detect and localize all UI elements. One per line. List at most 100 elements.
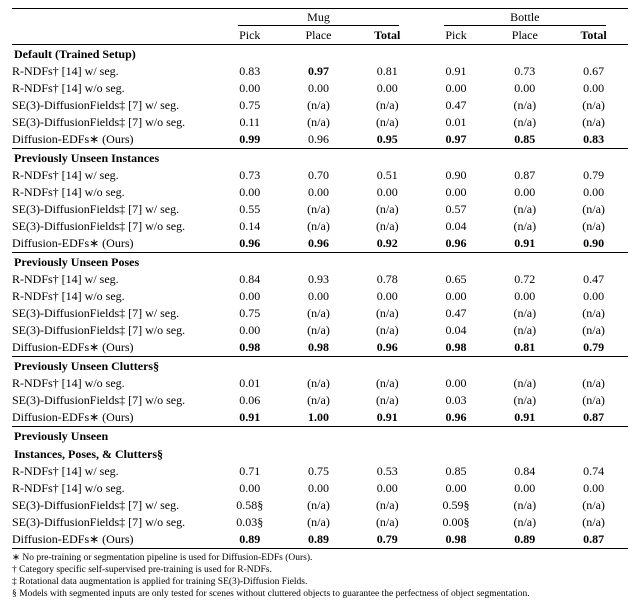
value-cell: 0.00: [559, 480, 628, 497]
value-cell: (n/a): [559, 392, 628, 409]
value-cell: 0.79: [353, 531, 422, 549]
header-bottle-place: Place: [490, 27, 559, 45]
method-cell: Diffusion-EDFs∗ (Ours): [12, 339, 215, 357]
value-cell: (n/a): [284, 114, 353, 131]
value-cell: 0.99: [215, 131, 284, 149]
method-cell: SE(3)-DiffusionFields‡ [7] w/ seg.: [12, 497, 215, 514]
value-cell: 0.87: [559, 409, 628, 427]
value-cell: 0.79: [559, 167, 628, 184]
value-cell: (n/a): [559, 114, 628, 131]
value-cell: (n/a): [353, 375, 422, 392]
value-cell: 0.00: [215, 480, 284, 497]
value-cell: 0.97: [422, 131, 491, 149]
value-cell: 0.96: [422, 235, 491, 253]
method-cell: SE(3)-DiffusionFields‡ [7] w/ seg.: [12, 305, 215, 322]
value-cell: (n/a): [559, 322, 628, 339]
method-cell: R-NDFs† [14] w/o seg.: [12, 288, 215, 305]
value-cell: 0.00§: [422, 514, 491, 531]
value-cell: 0.14: [215, 218, 284, 235]
value-cell: 0.00: [559, 288, 628, 305]
value-cell: 0.47: [559, 271, 628, 288]
value-cell: 0.93: [284, 271, 353, 288]
value-cell: 0.91: [215, 409, 284, 427]
value-cell: 0.96: [353, 339, 422, 357]
value-cell: 0.00: [490, 480, 559, 497]
value-cell: (n/a): [490, 322, 559, 339]
value-cell: 0.00: [215, 184, 284, 201]
value-cell: (n/a): [559, 497, 628, 514]
method-cell: R-NDFs† [14] w/ seg.: [12, 167, 215, 184]
value-cell: 0.00: [490, 288, 559, 305]
value-cell: 0.72: [490, 271, 559, 288]
value-cell: (n/a): [284, 497, 353, 514]
value-cell: 0.67: [559, 63, 628, 80]
value-cell: 0.00: [422, 80, 491, 97]
header-bottle-pick: Pick: [422, 27, 491, 45]
value-cell: 0.73: [490, 63, 559, 80]
value-cell: 0.47: [422, 97, 491, 114]
value-cell: (n/a): [490, 97, 559, 114]
value-cell: (n/a): [284, 218, 353, 235]
value-cell: 0.01: [422, 114, 491, 131]
value-cell: (n/a): [353, 497, 422, 514]
value-cell: 0.00: [559, 184, 628, 201]
value-cell: 0.00: [353, 80, 422, 97]
value-cell: 0.00: [422, 480, 491, 497]
value-cell: (n/a): [559, 201, 628, 218]
footnotes: ∗ No pre-training or segmentation pipeli…: [12, 553, 628, 601]
value-cell: 0.11: [215, 114, 284, 131]
section-title: Previously Unseen Clutters§: [12, 357, 628, 376]
value-cell: 0.03§: [215, 514, 284, 531]
value-cell: 0.98: [422, 339, 491, 357]
value-cell: 0.81: [353, 63, 422, 80]
value-cell: 0.84: [215, 271, 284, 288]
section-title-line2: Instances, Poses, & Clutters§: [12, 445, 628, 463]
value-cell: 0.98: [215, 339, 284, 357]
value-cell: 0.00: [284, 80, 353, 97]
value-cell: 1.00: [284, 409, 353, 427]
value-cell: 0.83: [215, 63, 284, 80]
method-cell: SE(3)-DiffusionFields‡ [7] w/o seg.: [12, 322, 215, 339]
value-cell: (n/a): [490, 497, 559, 514]
value-cell: 0.00: [353, 480, 422, 497]
value-cell: 0.91: [490, 409, 559, 427]
value-cell: 0.81: [490, 339, 559, 357]
value-cell: 0.03: [422, 392, 491, 409]
footnote-line: ∗ No pre-training or segmentation pipeli…: [12, 553, 628, 565]
header-bottle-total: Total: [559, 27, 628, 45]
value-cell: 0.01: [215, 375, 284, 392]
footnote-line: ‡ Rotational data augmentation is applie…: [12, 577, 628, 589]
method-cell: R-NDFs† [14] w/o seg.: [12, 184, 215, 201]
method-cell: R-NDFs† [14] w/ seg.: [12, 63, 215, 80]
value-cell: 0.85: [490, 131, 559, 149]
value-cell: (n/a): [284, 514, 353, 531]
method-cell: R-NDFs† [14] w/ seg.: [12, 463, 215, 480]
value-cell: (n/a): [284, 97, 353, 114]
value-cell: 0.53: [353, 463, 422, 480]
footnote-line: § Models with segmented inputs are only …: [12, 589, 628, 601]
table-body: Default (Trained Setup)R-NDFs† [14] w/ s…: [12, 45, 628, 549]
value-cell: (n/a): [284, 322, 353, 339]
value-cell: (n/a): [559, 514, 628, 531]
method-cell: SE(3)-DiffusionFields‡ [7] w/ seg.: [12, 201, 215, 218]
method-cell: R-NDFs† [14] w/ seg.: [12, 271, 215, 288]
header-mug-pick: Pick: [215, 27, 284, 45]
value-cell: 0.97: [284, 63, 353, 80]
value-cell: (n/a): [559, 218, 628, 235]
value-cell: 0.91: [490, 235, 559, 253]
method-cell: SE(3)-DiffusionFields‡ [7] w/o seg.: [12, 514, 215, 531]
value-cell: 0.00: [284, 480, 353, 497]
value-cell: 0.98: [422, 531, 491, 549]
value-cell: 0.90: [559, 235, 628, 253]
value-cell: 0.75: [215, 97, 284, 114]
value-cell: 0.00: [215, 80, 284, 97]
method-cell: SE(3)-DiffusionFields‡ [7] w/ seg.: [12, 97, 215, 114]
header-mug-total: Total: [353, 27, 422, 45]
value-cell: 0.87: [490, 167, 559, 184]
value-cell: 0.00: [422, 375, 491, 392]
value-cell: (n/a): [353, 322, 422, 339]
value-cell: 0.00: [215, 322, 284, 339]
value-cell: 0.71: [215, 463, 284, 480]
value-cell: (n/a): [490, 114, 559, 131]
value-cell: (n/a): [284, 392, 353, 409]
